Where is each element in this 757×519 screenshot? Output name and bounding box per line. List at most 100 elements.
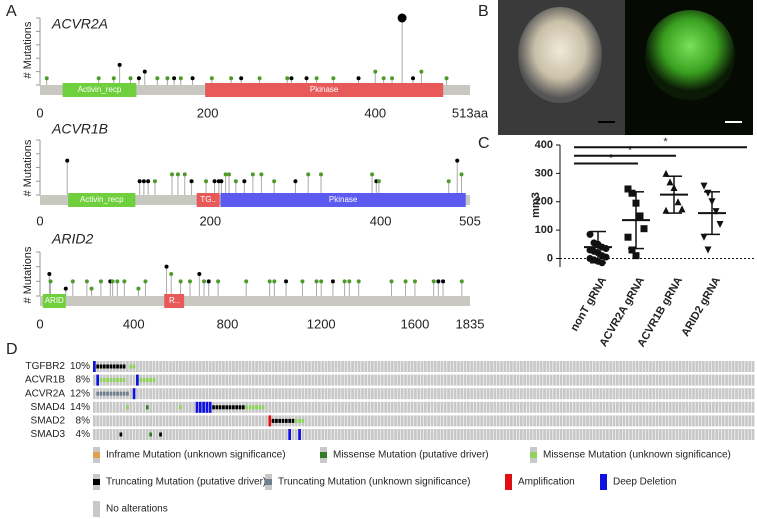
sample-cell [652, 429, 656, 440]
sample-cell [314, 415, 318, 427]
sample-cell [708, 361, 712, 372]
alteration [96, 391, 100, 396]
sample-cell [721, 429, 725, 440]
data-point [602, 245, 610, 253]
sample-cell [351, 415, 354, 427]
sample-cell [678, 374, 682, 386]
sample-cell [718, 415, 722, 427]
sample-cell [596, 401, 599, 413]
sample-cell [198, 388, 202, 400]
sample-cell [424, 429, 427, 440]
sample-cell [665, 361, 669, 372]
sample-cell [735, 429, 738, 440]
sample-cell [119, 401, 123, 413]
sample-cell [364, 374, 368, 386]
sample-cell [344, 388, 348, 400]
sample-cell [486, 388, 490, 400]
sample-cell [447, 361, 450, 372]
alteration [116, 364, 119, 369]
sample-cell [129, 415, 133, 427]
alteration [238, 405, 242, 410]
sample-cell [519, 374, 523, 386]
sample-cell [602, 429, 606, 440]
sample-cell [453, 388, 457, 400]
alteration [102, 391, 106, 396]
alteration [119, 378, 123, 383]
sample-cell [328, 415, 331, 427]
sample-cell [463, 374, 467, 386]
legend-label: Missense Mutation (unknown significance) [543, 450, 731, 461]
lollipop-head [455, 158, 460, 163]
sample-cell [672, 388, 675, 400]
data-point [624, 185, 632, 193]
sample-cell [672, 374, 675, 386]
sample-cell [457, 429, 460, 440]
sample-cell [589, 361, 593, 372]
sample-cell [731, 388, 735, 400]
sample-cell [235, 388, 239, 400]
sample-cell [261, 415, 265, 427]
gene-label: TGFBR2 [26, 361, 66, 372]
sample-cell [566, 401, 570, 413]
sample-cell [169, 401, 172, 413]
sample-cell [357, 361, 361, 372]
alteration [261, 405, 265, 410]
sample-cell [129, 388, 133, 400]
sample-cell [728, 415, 732, 427]
sample-cell [467, 429, 470, 440]
data-point [662, 169, 670, 177]
sample-cell [225, 374, 229, 386]
sample-cell [311, 374, 315, 386]
sample-cell [126, 429, 129, 440]
sample-cell [579, 361, 583, 372]
sample-cell [410, 415, 414, 427]
sample-cell [159, 415, 162, 427]
sample-cell [539, 361, 543, 372]
sample-cell [718, 361, 722, 372]
sample-cell [559, 415, 563, 427]
sample-cell [347, 374, 351, 386]
sample-cell [318, 415, 321, 427]
sample-cell [400, 361, 404, 372]
sample-cell [188, 374, 192, 386]
sample-cell [735, 361, 738, 372]
sample-cell [526, 374, 530, 386]
protein-domain [62, 83, 137, 97]
sample-cell [642, 374, 646, 386]
sample-cell [172, 429, 176, 440]
sample-cell [298, 361, 301, 372]
sample-cell [510, 429, 513, 440]
sample-cell [433, 388, 437, 400]
sample-cell [553, 429, 556, 440]
sample-cell [576, 429, 579, 440]
sample-cell [715, 361, 718, 372]
gene-percent: 14% [70, 402, 90, 413]
sample-cell [132, 415, 136, 427]
sample-cell [615, 361, 619, 372]
sample-cell [318, 388, 321, 400]
legend-swatch-mark [530, 452, 537, 458]
sample-cell [212, 374, 215, 386]
sample-cell [222, 415, 225, 427]
sample-cell [261, 388, 265, 400]
sample-cell [635, 374, 639, 386]
sample-cell [235, 415, 239, 427]
sample-cell [175, 374, 179, 386]
sample-cell [198, 374, 202, 386]
sample-cell [427, 415, 431, 427]
lollipop-head [169, 272, 174, 276]
sample-cell [480, 361, 483, 372]
sample-cell [500, 361, 503, 372]
sample-cell [721, 388, 725, 400]
sample-cell [460, 361, 464, 372]
sample-cell [457, 401, 460, 413]
sample-cell [311, 401, 315, 413]
sample-cell [109, 401, 113, 413]
sample-cell [526, 415, 530, 427]
sample-cell [635, 401, 639, 413]
sample-cell [725, 429, 728, 440]
sample-cell [665, 401, 669, 413]
sample-cell [384, 388, 387, 400]
sample-cell [357, 415, 361, 427]
sample-cell [612, 388, 616, 400]
